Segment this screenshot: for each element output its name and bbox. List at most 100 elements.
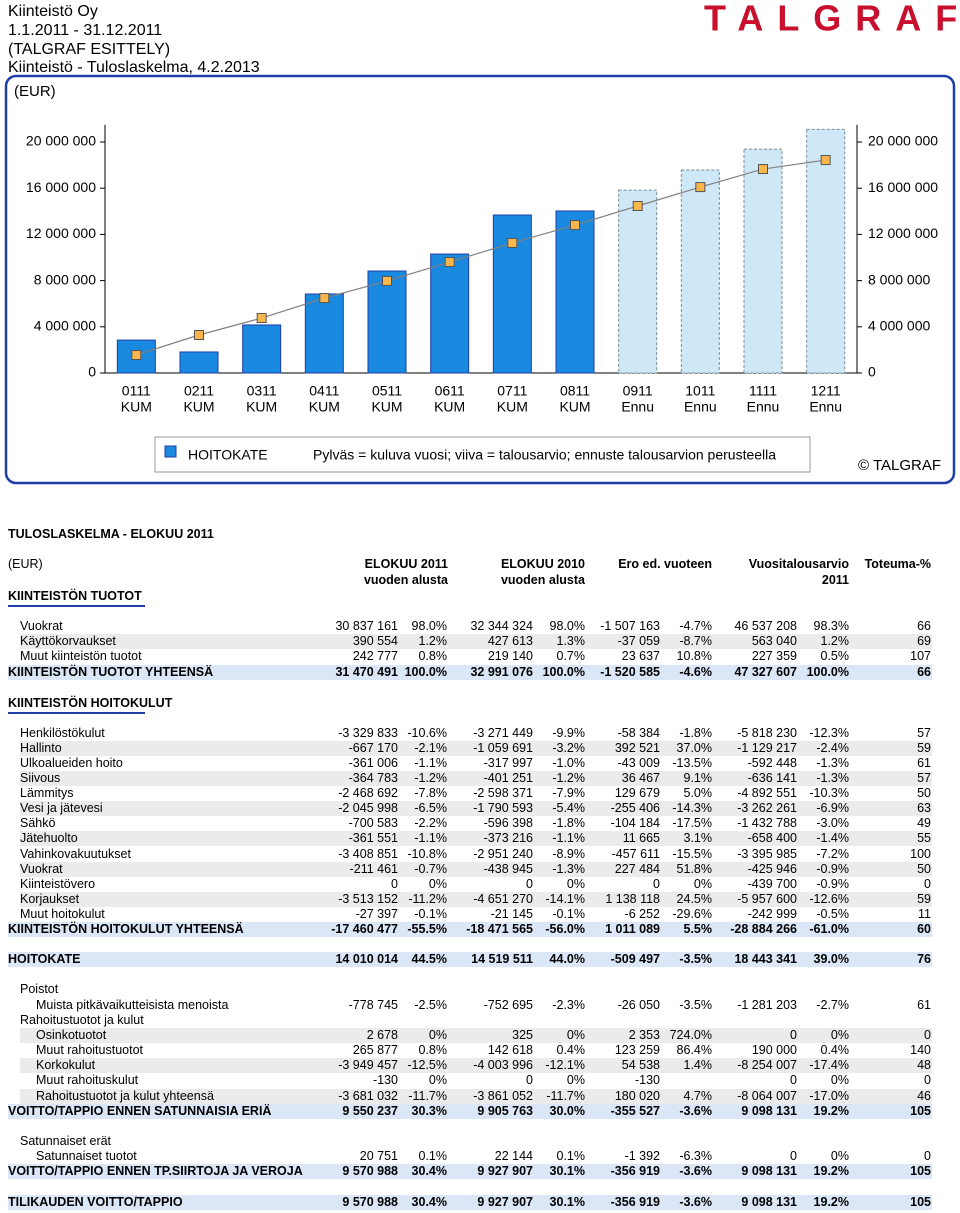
- cell: -356 919: [610, 1163, 660, 1178]
- cell: -3 861 052: [473, 1088, 533, 1103]
- column-header: Ero ed. vuoteen: [618, 557, 712, 571]
- x-tick-label: 0611: [435, 383, 465, 399]
- cell: 1.3%: [556, 633, 586, 648]
- cell: -17.4%: [809, 1057, 849, 1072]
- cell: 98.0%: [411, 618, 447, 633]
- row-total: [8, 1163, 932, 1179]
- cell: -12.1%: [545, 1057, 585, 1072]
- cell: 30.4%: [411, 1163, 447, 1178]
- cell: 9 098 131: [741, 1103, 797, 1118]
- cell: -3.2%: [552, 740, 585, 755]
- cell: 227 484: [614, 861, 660, 876]
- cell: -1.2%: [552, 770, 585, 785]
- cell: -3 395 985: [737, 846, 797, 861]
- row-label: KIINTEISTÖN TUOTOT YHTEENSÄ: [8, 664, 214, 679]
- cell: -658 400: [747, 830, 797, 845]
- cell: 100.0%: [404, 664, 447, 679]
- cell: 44.0%: [549, 951, 585, 966]
- cell: -3.0%: [816, 815, 849, 830]
- cell: -43 009: [617, 755, 660, 770]
- cell: 0%: [693, 876, 712, 891]
- cell: -6.3%: [679, 1148, 712, 1163]
- cell: 180 020: [614, 1088, 660, 1103]
- row-label: Korjaukset: [20, 891, 80, 906]
- x-tick-label: 1211: [811, 383, 841, 399]
- cell: -1 507 163: [600, 618, 660, 633]
- cell: 105: [910, 1103, 931, 1118]
- cell: 427 613: [487, 633, 533, 648]
- cell: -14.1%: [545, 891, 585, 906]
- cell: -2 951 240: [473, 846, 533, 861]
- bar: [806, 128, 846, 374]
- row-label: Vuokrat: [20, 618, 63, 633]
- cell: -2 598 371: [473, 785, 533, 800]
- cell: 0: [790, 1027, 797, 1042]
- row-label: Rahoitustuotot ja kulut yhteensä: [36, 1088, 214, 1103]
- cell: -355 527: [610, 1103, 660, 1118]
- cell: 46 537 208: [734, 618, 797, 633]
- marker: [131, 349, 142, 360]
- marker: [507, 237, 518, 248]
- cell: 100.0%: [542, 664, 585, 679]
- cell: 0: [924, 1072, 931, 1087]
- cell: -1 059 691: [473, 740, 533, 755]
- cell: -5 818 230: [737, 725, 797, 740]
- cell: 32 991 076: [470, 664, 533, 679]
- cell: -0.5%: [816, 906, 849, 921]
- cell: 50: [917, 785, 931, 800]
- cell: 140: [910, 1042, 931, 1057]
- cell: 36 467: [621, 770, 660, 785]
- row-label: Ulkoalueiden hoito: [20, 755, 123, 770]
- row-label: Vuokrat: [20, 861, 63, 876]
- cell: 0: [790, 1072, 797, 1087]
- y2-tick-label: 12 000 000: [868, 225, 938, 241]
- report: Kiinteistö - Tuloslaskelma, 4.2.2013: [8, 59, 260, 76]
- cell: 392 521: [614, 740, 660, 755]
- row-label: Muut rahoituskulut: [36, 1072, 139, 1087]
- marker: [256, 313, 267, 324]
- marker: [444, 257, 455, 268]
- cell: -438 945: [483, 861, 533, 876]
- cell: 0.8%: [418, 648, 448, 663]
- x-tick-label: 0111: [122, 383, 151, 399]
- cell: -7.2%: [816, 846, 849, 861]
- bar: [618, 189, 658, 374]
- cell: 59: [917, 891, 931, 906]
- cell: -1 392: [624, 1148, 660, 1163]
- cell: 0%: [566, 1027, 585, 1042]
- cell: -2.5%: [414, 997, 447, 1012]
- cell: -56.0%: [545, 921, 585, 936]
- x-tick-label: KUM: [121, 399, 152, 415]
- cell: -364 783: [348, 770, 398, 785]
- cell: -7.9%: [552, 785, 585, 800]
- cell: -4 003 996: [473, 1057, 533, 1072]
- cell: -17 460 477: [331, 921, 398, 936]
- legend-label: HOITOKATE: [188, 447, 268, 463]
- cell: 0.4%: [556, 1042, 586, 1057]
- cell: -1 432 788: [737, 815, 797, 830]
- cell: 0.5%: [820, 648, 850, 663]
- cell: 2 678: [366, 1027, 398, 1042]
- row-label: Rahoitustuotot ja kulut: [20, 1012, 144, 1027]
- marker: [382, 275, 392, 286]
- row-label: Satunnaiset erät: [20, 1133, 112, 1148]
- cell: 76: [917, 951, 931, 966]
- cell: 3.1%: [683, 830, 713, 845]
- cell: -1 790 593: [473, 800, 533, 815]
- y-tick-label: 12 000 000: [26, 225, 96, 241]
- bar: [680, 169, 720, 374]
- cell: 9 570 988: [342, 1194, 398, 1209]
- cell: -439 700: [747, 876, 797, 891]
- cell: -1 281 203: [737, 997, 797, 1012]
- x-tick-label: 0511: [372, 383, 402, 399]
- cell: -1.3%: [816, 770, 849, 785]
- line: [136, 159, 826, 356]
- cell: 0: [790, 1148, 797, 1163]
- cell: -61.0%: [809, 921, 849, 936]
- x-tick-label: KUM: [246, 399, 277, 415]
- y2-tick-label: 4 000 000: [868, 318, 930, 334]
- cell: -3.5%: [679, 951, 712, 966]
- cell: 219 140: [487, 648, 533, 663]
- row-label: KIINTEISTÖN HOITOKULUT YHTEENSÄ: [8, 921, 244, 936]
- cell: -12.5%: [407, 1057, 447, 1072]
